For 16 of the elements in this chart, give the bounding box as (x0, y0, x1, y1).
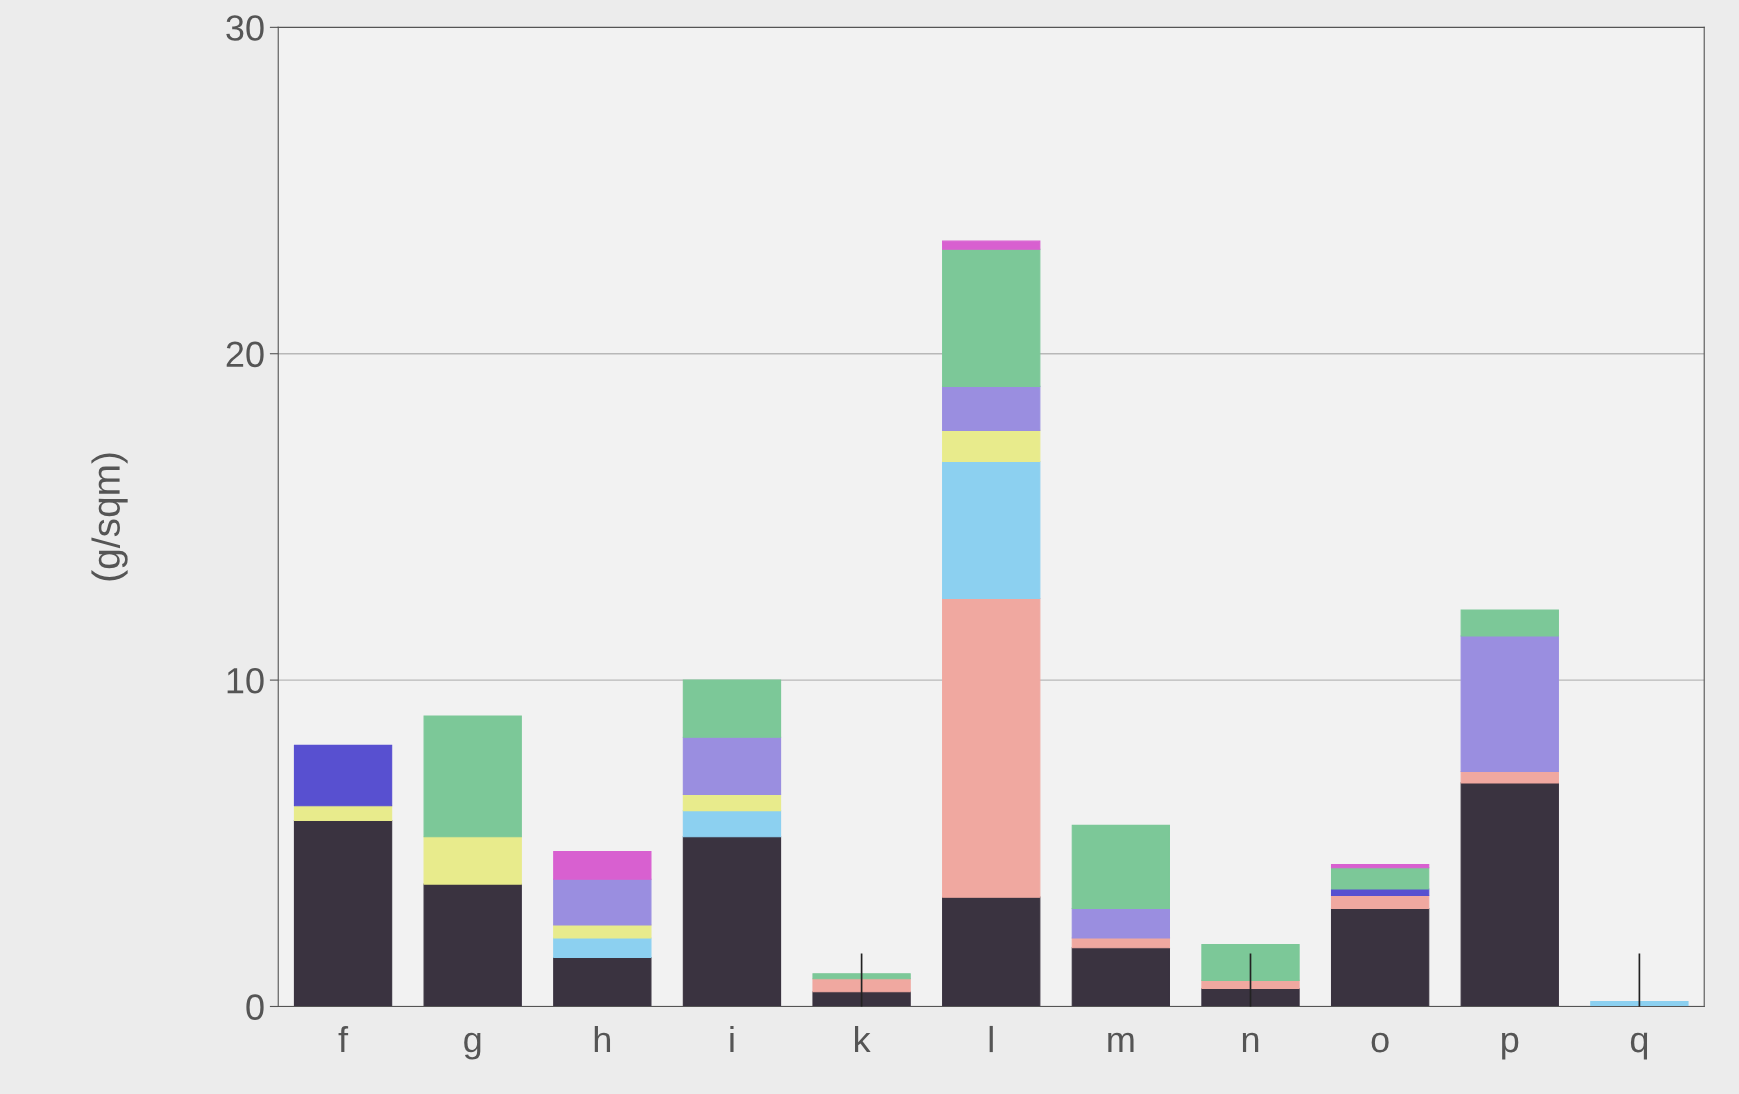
y-tick-label: 20 (226, 341, 264, 368)
x-tick-label: q (1630, 1032, 1648, 1060)
x-tick-label: n (1242, 1032, 1259, 1053)
y-tick-label: 30 (226, 15, 264, 41)
x-tick-label: h (594, 1025, 611, 1053)
x-tick-label: f (338, 1025, 349, 1053)
x-tick-label: k (855, 1025, 871, 1053)
x-tick-label: p (1502, 1032, 1519, 1060)
x-tick-label: o (1371, 1032, 1389, 1053)
x-tick-label: g (464, 1032, 481, 1060)
x-tick-label: m (1108, 1032, 1134, 1053)
x-tick-label: i (730, 1025, 734, 1053)
x-tick-label: l (989, 1025, 993, 1053)
y-tick-label: 0 (246, 994, 264, 1020)
y-axis-title: (g/sqm) (91, 453, 128, 581)
y-tick-label: 10 (227, 667, 264, 694)
